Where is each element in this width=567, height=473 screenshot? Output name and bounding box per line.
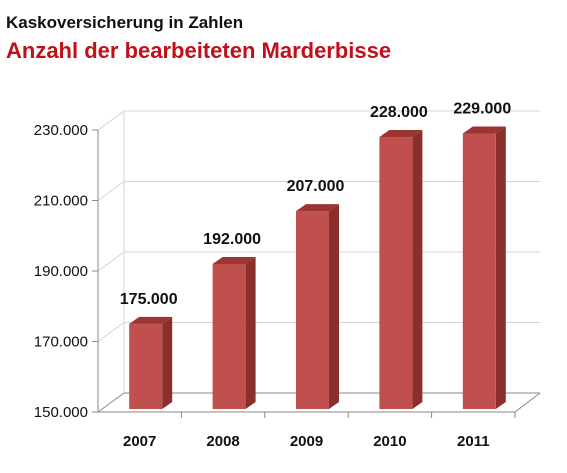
data-label: 207.000	[287, 178, 345, 195]
data-label: 228.000	[370, 104, 428, 121]
bar-2008	[212, 256, 256, 409]
y-axis-tick-label: 150.000	[34, 404, 88, 421]
bar-2009	[296, 204, 339, 409]
bar-top	[212, 256, 256, 264]
bar-side	[412, 130, 423, 410]
data-labels: 175.000 192.000 207.000 228.000 229.000	[120, 101, 512, 308]
bar-top	[379, 130, 423, 138]
bar-front	[212, 263, 246, 409]
x-axis-tick-label: 2007	[123, 433, 156, 450]
bar-2007	[129, 316, 173, 409]
y-axis-tick-label: 210.000	[34, 193, 88, 210]
data-label: 175.000	[120, 291, 178, 308]
bar-side	[162, 316, 173, 409]
bar-front	[379, 137, 413, 410]
y-axis-tick-label: 170.000	[34, 334, 88, 351]
x-axis-tick-label: 2011	[457, 433, 490, 450]
bar-2010	[379, 130, 423, 410]
x-axis-tick-labels: 2007 2008 2009 2010 2011	[123, 433, 490, 450]
bar-2011	[462, 126, 506, 410]
x-axis-tick-label: 2008	[206, 433, 239, 450]
y-axis-tick-label: 230.000	[34, 122, 88, 139]
chart-title: Anzahl der bearbeiteten Marderbisse	[6, 38, 391, 63]
bar-side	[245, 256, 256, 409]
bar-front	[462, 133, 496, 409]
x-axis-tick-label: 2009	[290, 433, 323, 450]
y-axis-tick-labels: 150.000 170.000 190.000 210.000 230.000	[34, 122, 88, 421]
axes	[92, 111, 541, 418]
data-label: 192.000	[203, 231, 261, 248]
bar-side	[495, 126, 506, 410]
bar-top	[296, 204, 339, 212]
bar-side	[329, 204, 339, 409]
bar-front	[296, 211, 329, 409]
chart-supertitle: Kaskoversicherung in Zahlen	[6, 13, 243, 32]
bar-front	[129, 323, 163, 409]
x-axis-tick-label: 2010	[373, 433, 406, 450]
bar-top	[129, 316, 173, 324]
bar-top	[462, 126, 506, 134]
bars	[129, 126, 506, 410]
y-axis-tick-label: 190.000	[34, 263, 88, 280]
data-label: 229.000	[453, 101, 511, 118]
